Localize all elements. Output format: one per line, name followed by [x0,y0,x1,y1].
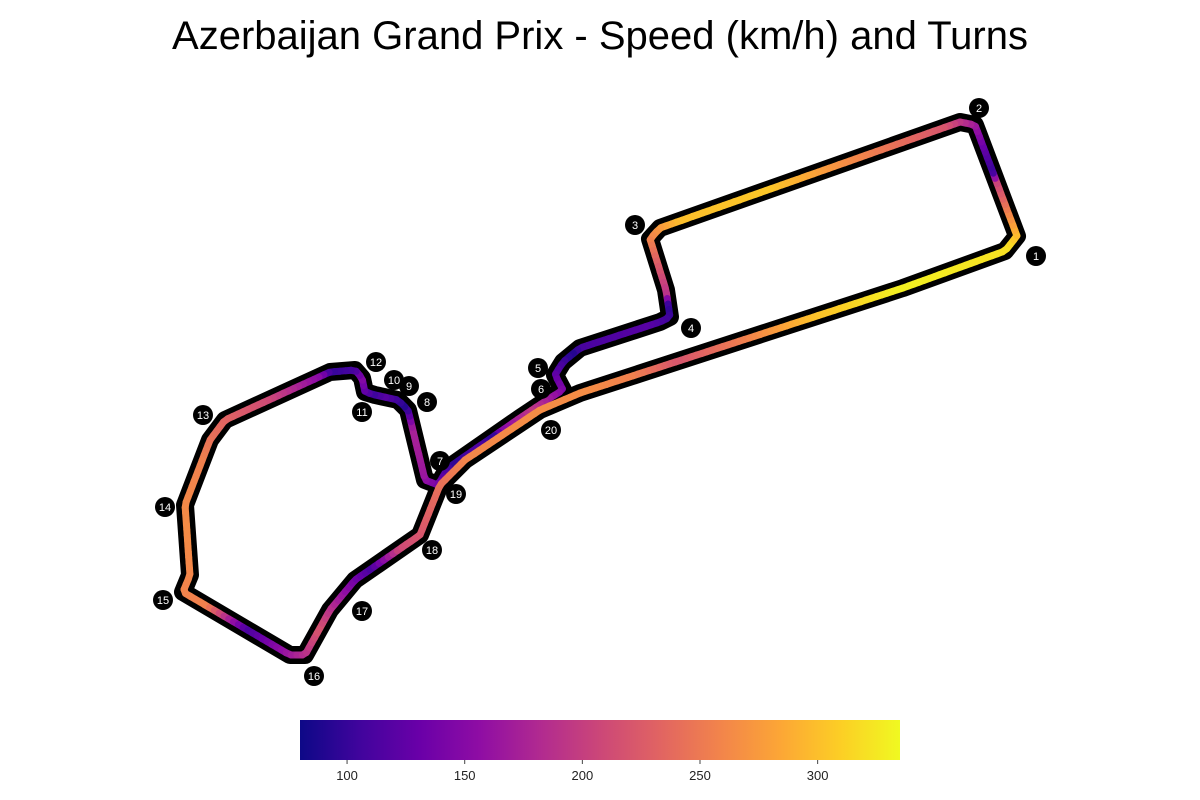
turn-marker-1: 1 [1026,246,1046,266]
turn-marker-circle [417,392,437,412]
turn-marker-circle [625,215,645,235]
turn-label: 13 [197,410,209,422]
speed-segments [180,118,1021,659]
turn-label: 17 [356,606,368,618]
turn-label: 14 [159,502,171,514]
turn-label: 6 [538,384,544,396]
turn-marker-17: 17 [352,601,372,621]
colorbar-tick-label: 200 [572,768,594,783]
turn-marker-12: 12 [366,352,386,372]
colorbar-tick-label: 300 [807,768,829,783]
colorbar-gradient [300,720,900,760]
turn-marker-18: 18 [422,540,442,560]
turn-marker-2: 2 [969,98,989,118]
turn-marker-16: 16 [304,666,324,686]
turn-label: 1 [1033,251,1039,263]
turn-marker-circle [681,318,701,338]
turn-marker-circle [366,352,386,372]
turn-label: 19 [450,489,462,501]
colorbar-tick-label: 100 [336,768,358,783]
turn-marker-circle [153,590,173,610]
turn-marker-circle [531,379,551,399]
turn-marker-circle [430,451,450,471]
turn-label: 9 [406,381,412,393]
turn-marker-circle [399,376,419,396]
turn-marker-circle [193,405,213,425]
turn-marker-circle [528,358,548,378]
turn-marker-7: 7 [430,451,450,471]
turn-label: 20 [545,425,557,437]
turn-marker-circle [155,497,175,517]
turn-label: 10 [388,375,400,387]
turn-label: 15 [157,595,169,607]
turn-marker-circle [969,98,989,118]
turn-marker-5: 5 [528,358,548,378]
turn-label: 11 [356,407,367,419]
turn-marker-6: 6 [531,379,551,399]
turn-label: 8 [424,397,430,409]
turn-label: 7 [437,456,443,468]
colorbar-ticks: 100 150 200 250 300 [336,760,828,783]
colorbar-tick-label: 150 [454,768,476,783]
turn-marker-13: 13 [193,405,213,425]
turn-marker-circle [352,402,372,422]
turn-marker-circle [1026,246,1046,266]
colorbar-tick-label: 250 [689,768,711,783]
turn-marker-20: 20 [541,420,561,440]
speed-segment [894,284,907,294]
turn-marker-circle [384,370,404,390]
turn-label: 18 [426,545,438,557]
turn-marker-circle [352,601,372,621]
turn-label: 2 [976,103,982,115]
turn-marker-4: 4 [681,318,701,338]
turn-label: 4 [688,323,694,335]
turn-marker-15: 15 [153,590,173,610]
turn-marker-10: 10 [384,370,404,390]
turn-label: 5 [535,363,541,375]
turn-marker-circle [541,420,561,440]
chart-title: Azerbaijan Grand Prix - Speed (km/h) and… [172,14,1028,58]
turn-label: 12 [370,357,382,369]
turn-marker-circle [304,666,324,686]
turn-marker-9: 9 [399,376,419,396]
turn-label: 16 [308,671,320,683]
turn-marker-11: 11 [352,402,372,422]
turn-marker-19: 19 [446,484,466,504]
turn-marker-circle [422,540,442,560]
turn-marker-3: 3 [625,215,645,235]
turn-marker-14: 14 [155,497,175,517]
turn-marker-circle [446,484,466,504]
turn-marker-8: 8 [417,392,437,412]
turn-label: 3 [632,220,638,232]
